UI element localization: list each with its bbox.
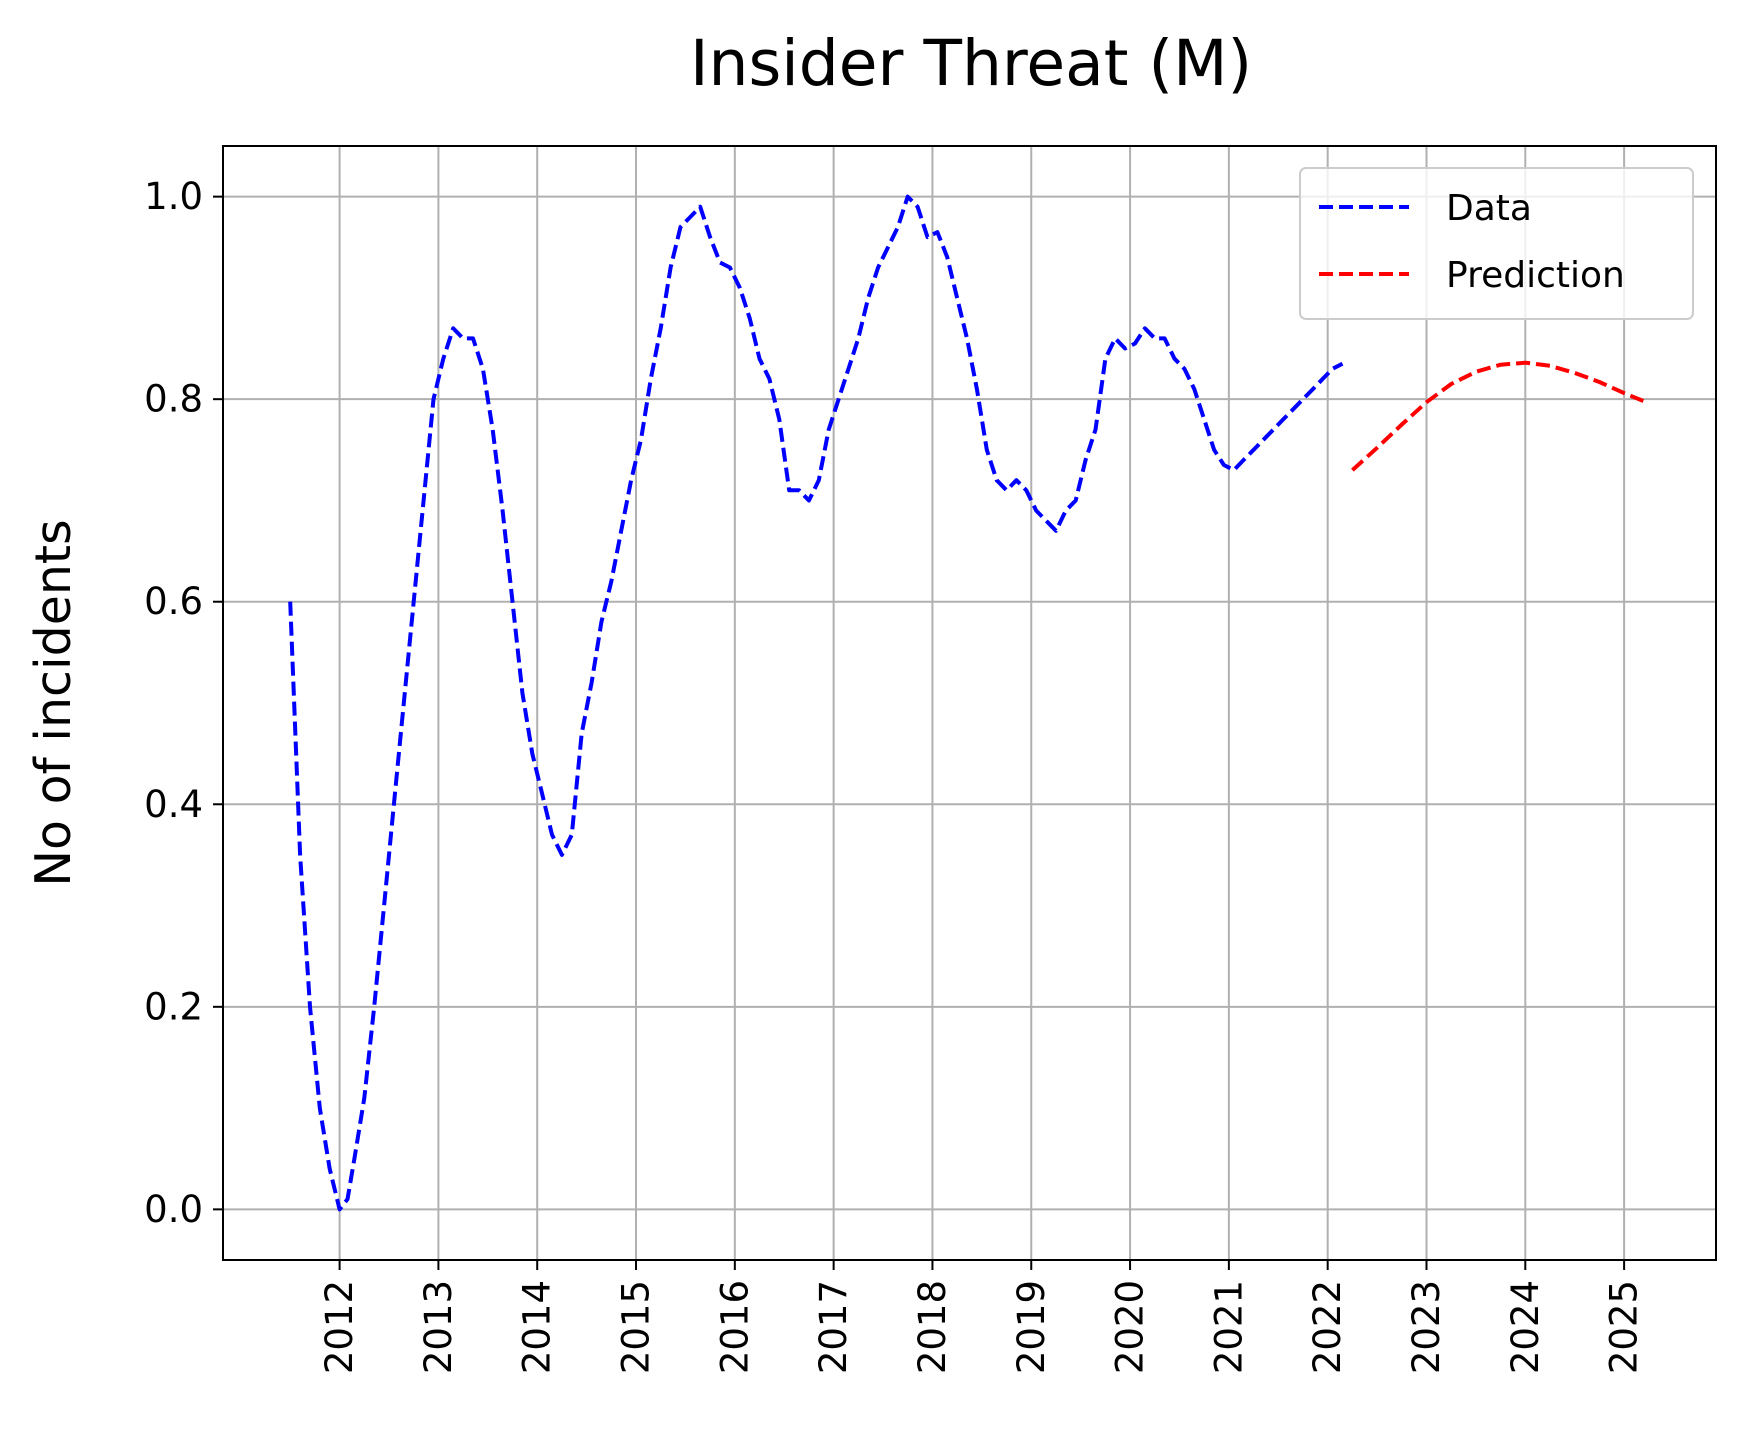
- x-tick-label: 2013: [417, 1280, 460, 1374]
- legend-box: [1299, 167, 1694, 320]
- y-axis-ticks: 0.0 0.2 0.4 0.6 0.8 1.0: [144, 175, 223, 1231]
- legend: Data Prediction: [1299, 167, 1694, 320]
- series-line-prediction: [1351, 360, 1645, 472]
- x-tick-label: 2015: [615, 1280, 658, 1374]
- legend-prediction-label: Prediction: [1446, 255, 1625, 296]
- y-tick-label: 0.6: [144, 580, 203, 623]
- x-tick-label: 2022: [1306, 1280, 1349, 1374]
- y-axis-label: No of incidents: [25, 519, 82, 886]
- x-tick-label: 2023: [1405, 1280, 1448, 1374]
- legend-data-label: Data: [1446, 188, 1532, 229]
- x-tick-label: 2024: [1504, 1280, 1547, 1374]
- x-tick-label: 2012: [318, 1280, 361, 1374]
- x-tick-label: 2017: [812, 1280, 855, 1374]
- y-tick-label: 0.4: [144, 783, 203, 826]
- x-tick-label: 2021: [1207, 1280, 1250, 1374]
- plot-frame: [222, 145, 1717, 1261]
- x-tick-label: 2016: [713, 1280, 756, 1374]
- x-axis-ticks: 2012 2013 2014 2015 2016 2017 2018 2019 2020 2021…: [318, 1260, 1646, 1374]
- x-tick-label: 2019: [1010, 1280, 1053, 1374]
- series-line-data: [288, 194, 1344, 1212]
- y-tick-label: 1.0: [144, 175, 203, 218]
- y-tick-label: 0.0: [144, 1188, 203, 1231]
- x-tick-label: 2018: [911, 1280, 954, 1374]
- y-tick-label: 0.2: [144, 985, 203, 1028]
- chart-title: Insider Threat (M): [690, 27, 1252, 100]
- y-tick-label: 0.8: [144, 378, 203, 421]
- series: [288, 194, 1645, 1212]
- x-tick-label: 2020: [1109, 1280, 1152, 1374]
- x-tick-label: 2014: [516, 1280, 559, 1374]
- x-tick-label: 2025: [1603, 1280, 1646, 1374]
